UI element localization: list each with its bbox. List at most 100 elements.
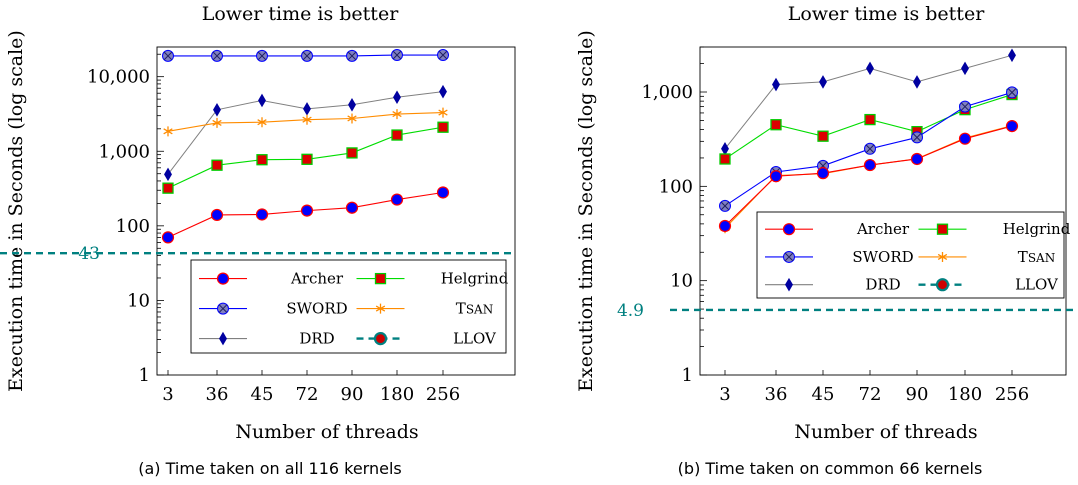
x-tick-label: 3 (162, 384, 173, 405)
sword-marker-cross (865, 144, 875, 153)
archer-marker (390, 193, 404, 206)
legend: Archer Helgrind SWORD TSAN DRD LLOV (756, 211, 1071, 299)
legend-entry-llov: LLOV (356, 330, 497, 348)
sword-marker-cross (163, 51, 173, 61)
x-tick-label: 36 (765, 384, 788, 405)
x-tick-label: 72 (296, 384, 319, 405)
helgrind-marker (162, 182, 174, 194)
helgrind-marker (864, 113, 876, 126)
sword-marker-cross (212, 51, 222, 61)
legend-entry-llov: LLOV (918, 276, 1059, 294)
y-tick-label: 10,000 (87, 67, 150, 88)
archer-marker (216, 272, 230, 285)
tsan-marker-star (937, 251, 948, 262)
sword-marker (217, 302, 229, 315)
sword-marker-cross (1007, 88, 1017, 97)
y-tick-label: 1 (139, 365, 150, 386)
legend-label: TSAN (1018, 248, 1055, 266)
legend: Archer Helgrind SWORD TSAN DRD LLOV (190, 259, 509, 354)
x-tick-label: 45 (812, 384, 835, 405)
archer-marker (769, 170, 783, 183)
archer-marker (782, 223, 796, 236)
legend-entry-helgrind: Helgrind (918, 220, 1071, 238)
drd-marker (258, 93, 266, 108)
x-tick-label: 72 (859, 384, 882, 405)
y-tick-label: 1,000 (641, 82, 693, 103)
legend-entry-helgrind: Helgrind (356, 270, 509, 288)
sword-marker (346, 49, 358, 62)
chart-b: Lower time is better Number of threads Exe… (575, 3, 1078, 443)
plot-frame (699, 46, 1067, 376)
x-tick-label: 45 (251, 384, 274, 405)
tsan-marker-star (163, 126, 173, 137)
legend-label: SWORD (852, 248, 913, 266)
x-tick-label: 90 (906, 384, 929, 405)
sword-marker (783, 250, 795, 263)
tsan-marker-star (212, 117, 222, 128)
legend-label: TSAN (456, 300, 493, 318)
sword-marker (719, 199, 731, 212)
sword-marker-cross (784, 252, 794, 262)
llov-marker (373, 332, 388, 346)
legend-entry-tsan: TSAN (918, 248, 1055, 266)
x-axis-label: Number of threads (235, 421, 418, 443)
drd-marker (819, 75, 827, 89)
drd-marker (219, 331, 227, 346)
y-tick-label: 1 (682, 365, 693, 386)
archer-marker (1005, 120, 1019, 133)
sword-marker (391, 49, 403, 62)
drd-marker (439, 84, 447, 99)
x-tick-label: 3 (719, 384, 730, 405)
sword-marker (437, 49, 449, 62)
caption-b: (b) Time taken on common 66 kernels (678, 459, 983, 478)
chart-title: Lower time is better (788, 3, 985, 25)
sword-marker-cross (912, 133, 922, 142)
legend-entry-drd: DRD (199, 330, 335, 348)
sword-marker-cross (302, 51, 312, 61)
sword-marker-cross (257, 51, 267, 61)
helgrind-marker (936, 223, 949, 235)
x-tick-label: 256 (995, 384, 1029, 405)
legend-entry-archer: Archer (199, 270, 344, 288)
tsan-marker (212, 117, 222, 128)
x-tick-label: 180 (948, 384, 982, 405)
legend-entry-drd: DRD (765, 276, 901, 294)
y-axis-label: Execution time in Seconds (log scale) (5, 30, 27, 392)
series-line-tsan (167, 112, 444, 132)
archer-marker (863, 158, 877, 172)
legend-box (190, 259, 507, 354)
drd-marker (913, 75, 921, 89)
archer-marker (161, 231, 175, 244)
x-tick-label: 256 (426, 384, 460, 405)
legend-label: LLOV (453, 330, 497, 348)
legend-entry-sword: SWORD (199, 300, 348, 318)
series-sword (719, 86, 1018, 212)
llov-reference-label: 4.9 (617, 301, 644, 321)
sword-marker-cross (720, 201, 730, 211)
tsan-marker (257, 117, 267, 128)
tsan-marker-star (438, 107, 448, 118)
archer-marker (300, 204, 314, 217)
llov-marker (935, 278, 950, 292)
tsan-marker (375, 303, 386, 314)
legend-label: DRD (865, 276, 900, 294)
helgrind-marker (817, 130, 829, 142)
drd-marker (866, 61, 874, 76)
llov-reference-label: 43 (78, 244, 100, 264)
chart-title: Lower time is better (202, 3, 399, 25)
tsan-marker (347, 113, 357, 124)
x-tick-label: 36 (206, 384, 229, 405)
archer-marker (958, 132, 972, 145)
legend-entry-archer: Archer (765, 220, 910, 238)
drd-marker (164, 167, 172, 182)
drd-marker (961, 61, 969, 76)
chart-a: Lower time is better Number of threads Exe… (0, 3, 516, 443)
helgrind-marker (374, 272, 387, 285)
sword-marker-cross (960, 102, 970, 111)
x-tick-label: 180 (380, 384, 414, 405)
archer-marker (816, 167, 830, 180)
tsan-marker (438, 107, 448, 118)
legend-label: Archer (290, 270, 344, 288)
sword-marker (211, 49, 223, 62)
